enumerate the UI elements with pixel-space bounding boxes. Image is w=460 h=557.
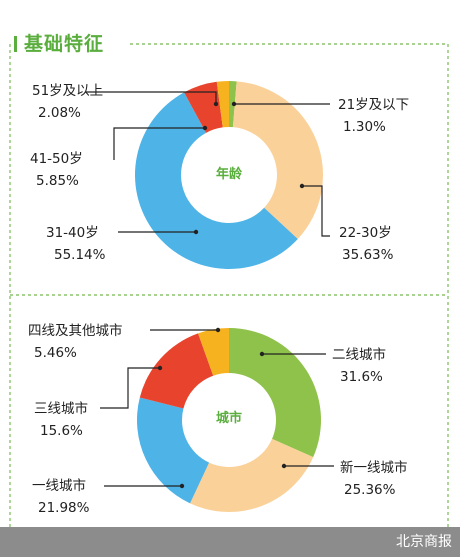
slice-tier1 xyxy=(137,397,210,504)
city-label-new-tier1: 新一线城市 xyxy=(340,460,408,476)
slice-31-40 xyxy=(134,92,298,269)
leader-dot-51plus xyxy=(213,101,219,107)
leader-dot-tier1 xyxy=(179,483,185,489)
slice-51-plus xyxy=(216,81,229,128)
leader-line-41-50 xyxy=(113,127,205,160)
leader-dot-41-50 xyxy=(202,125,208,131)
city-label-tier2: 二线城市 xyxy=(332,347,386,363)
city-value-tier3: 15.6% xyxy=(40,423,83,439)
age-value-21under: 1.30% xyxy=(343,119,386,135)
city-value-tier1: 21.98% xyxy=(38,500,90,516)
leader-dot-tier4 xyxy=(215,327,221,333)
leader-dot-31-40 xyxy=(193,229,199,235)
leader-dot-tier2 xyxy=(259,351,265,357)
leader-line-tier3 xyxy=(100,367,160,409)
age-label-22-30: 22-30岁 xyxy=(339,225,392,241)
section-title: 基础特征 xyxy=(20,31,109,57)
source-credit: 北京商报 xyxy=(396,534,452,550)
leader-line-22-30 xyxy=(302,185,330,237)
age-value-31-40: 55.14% xyxy=(54,247,106,263)
leader-dot-21under xyxy=(231,101,237,107)
top-dotted-border xyxy=(130,43,449,527)
leader-dot-tier3 xyxy=(157,365,163,371)
slice-tier2 xyxy=(229,328,321,458)
city-value-new-tier1: 25.36% xyxy=(344,482,396,498)
slice-new-tier1 xyxy=(190,438,314,512)
slice-tier4 xyxy=(198,328,229,376)
city-value-tier4: 5.46% xyxy=(34,345,77,361)
age-value-22-30: 35.63% xyxy=(342,247,394,263)
city-label-tier1: 一线城市 xyxy=(32,478,86,494)
age-label-41-50: 41-50岁 xyxy=(30,151,83,167)
city-value-tier2: 31.6% xyxy=(340,369,383,385)
title-bar-marker xyxy=(14,36,17,52)
leader-line-51plus xyxy=(86,91,217,104)
footer-bar: 北京商报 xyxy=(0,527,460,557)
slice-22-30 xyxy=(232,81,323,240)
city-label-tier3: 三线城市 xyxy=(34,401,88,417)
age-label-51plus: 51岁及以上 xyxy=(32,83,104,99)
slice-41-50 xyxy=(184,81,223,133)
city-center-label: 城市 xyxy=(215,411,242,426)
age-value-41-50: 5.85% xyxy=(36,173,79,189)
age-value-51plus: 2.08% xyxy=(38,105,81,121)
leader-dot-22-30 xyxy=(299,183,305,189)
slice-tier3 xyxy=(139,333,214,409)
age-label-21under: 21岁及以下 xyxy=(338,97,410,113)
age-label-31-40: 31-40岁 xyxy=(46,225,99,241)
age-center-label: 年龄 xyxy=(215,167,242,182)
city-label-tier4: 四线及其他城市 xyxy=(28,323,123,339)
leader-dot-new-tier1 xyxy=(281,463,287,469)
